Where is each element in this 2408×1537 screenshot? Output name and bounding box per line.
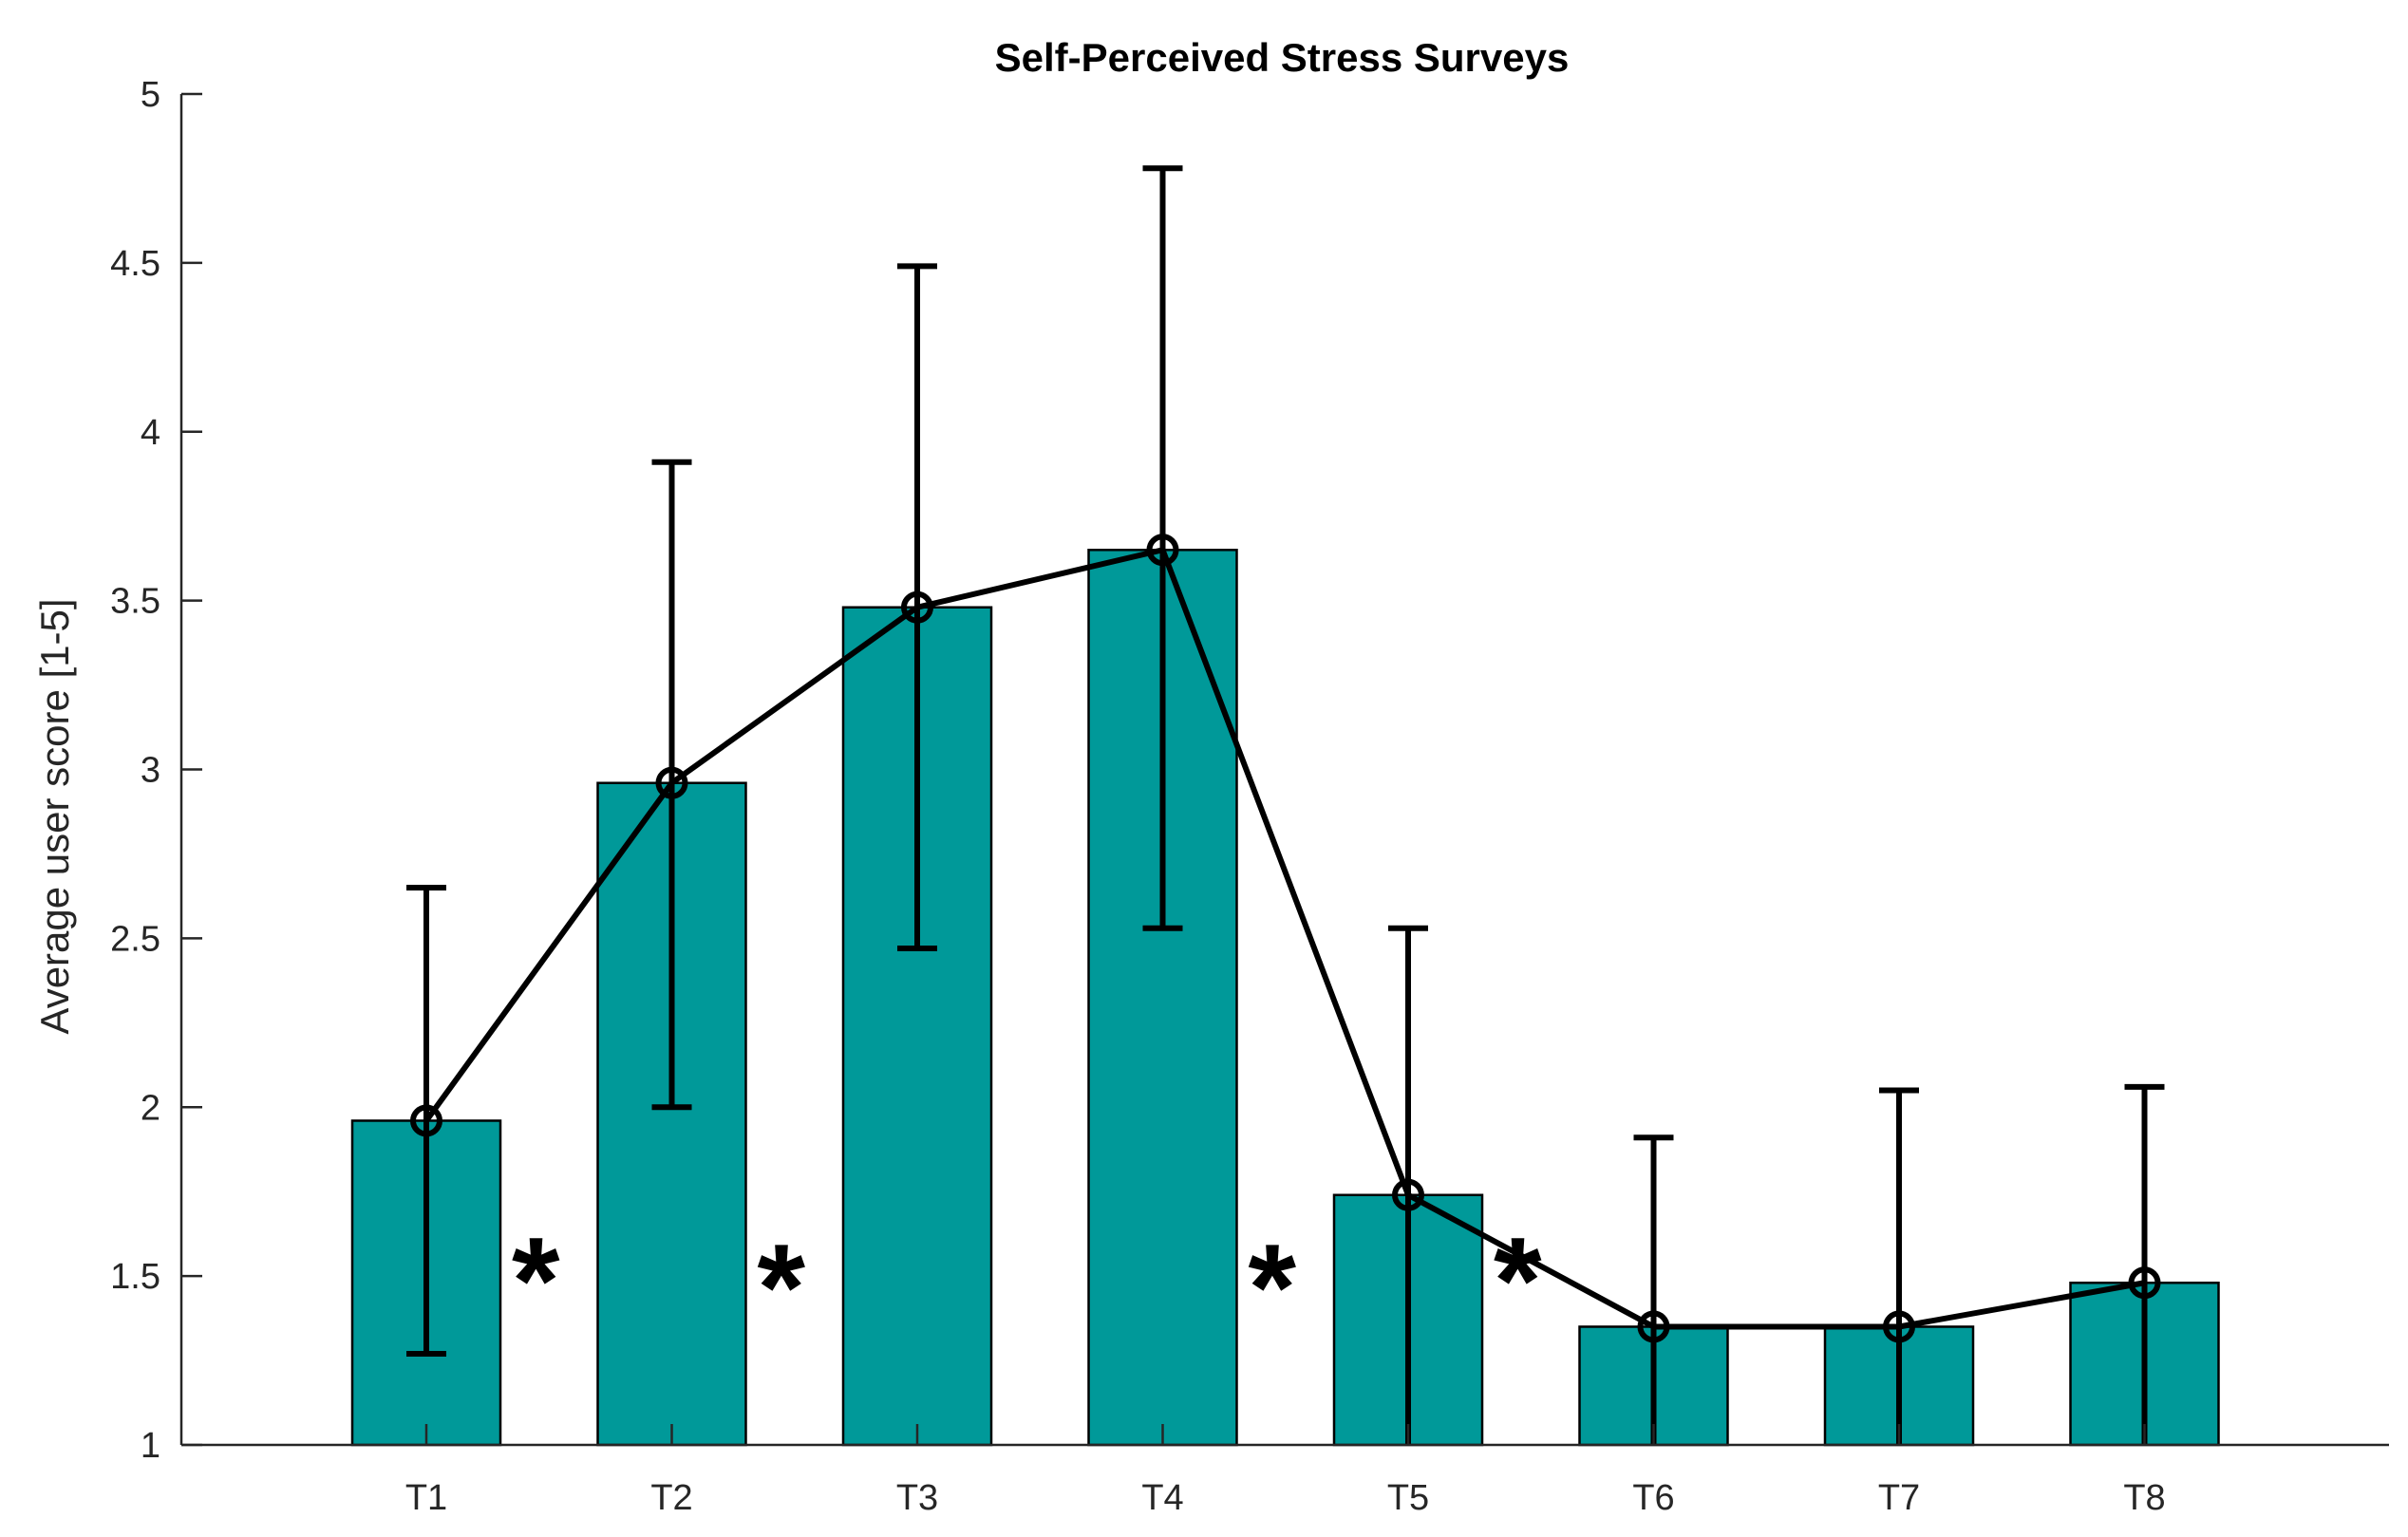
mean-line	[423, 547, 2146, 1330]
error-bar-t8	[2124, 1083, 2165, 1445]
mean-marker-t3	[901, 590, 933, 624]
x-tick-label-t3: T3	[896, 1478, 938, 1518]
y-tick-label: 2	[141, 1088, 160, 1128]
x-tick-label-t4: T4	[1141, 1478, 1183, 1518]
significance-group: * * * *	[512, 1211, 1542, 1357]
significance-star-3: *	[1248, 1218, 1296, 1357]
x-tick-label-t1: T1	[405, 1478, 447, 1518]
y-tick-label: 3	[141, 751, 160, 791]
mean-marker-t6	[1637, 1310, 1670, 1343]
x-tick-label-t5: T5	[1387, 1478, 1429, 1518]
mean-marker-t8	[2128, 1266, 2161, 1300]
y-tick-label: 4.5	[110, 244, 160, 284]
x-tick-label-t7: T7	[1878, 1478, 1920, 1518]
y-tick-label: 3.5	[110, 582, 160, 622]
significance-star-4: *	[1494, 1211, 1542, 1350]
y-tick-label: 2.5	[110, 919, 160, 959]
mean-marker-t7	[1883, 1310, 1915, 1343]
y-tick-label: 5	[141, 75, 160, 115]
y-axis-label: Average user score [1-5]	[32, 598, 77, 1034]
error-bar-t5	[1388, 925, 1428, 1445]
error-bar-t7	[1879, 1087, 1919, 1445]
x-tick-label-t2: T2	[650, 1478, 692, 1518]
mean-marker-t4	[1146, 534, 1179, 567]
significance-star-2: *	[757, 1218, 805, 1357]
chart-title: Self-Perceived Stress Surveys	[995, 35, 1570, 80]
mean-marker-t2	[655, 766, 688, 799]
significance-star-1: *	[512, 1211, 560, 1350]
y-tick-label: 1.5	[110, 1257, 160, 1297]
x-tick-label-t6: T6	[1632, 1478, 1674, 1518]
error-bar-t6	[1633, 1134, 1674, 1445]
mean-marker-t1	[410, 1104, 442, 1137]
y-tick-label: 4	[141, 413, 160, 453]
x-tick-label-t8: T8	[2123, 1478, 2165, 1518]
mean-line-group	[410, 534, 2161, 1343]
mean-marker-t5	[1392, 1178, 1424, 1211]
axes-group: 1 1.5 2 2.5 3 3.5 4 4.5 5 T1 T2 T3 T4 T5 T6 T7 T8	[110, 75, 2389, 1518]
y-tick-label: 1	[141, 1426, 160, 1466]
